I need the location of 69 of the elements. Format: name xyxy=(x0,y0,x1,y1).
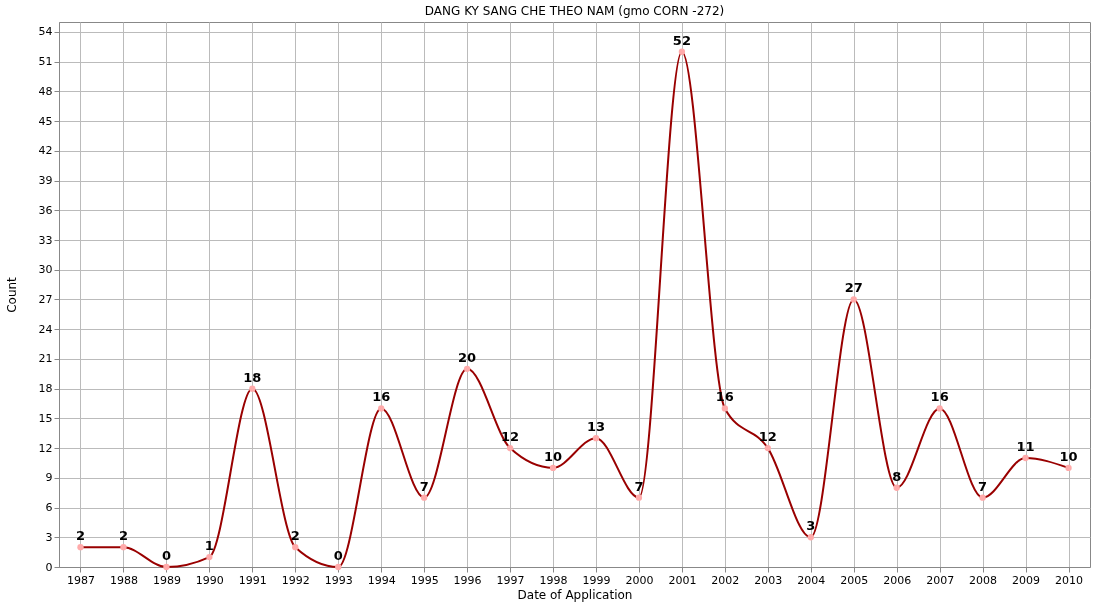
data-label: 8 xyxy=(892,468,902,484)
y-tick-label: 36 xyxy=(38,203,53,217)
x-tick-label: 1995 xyxy=(410,573,439,587)
data-label: 10 xyxy=(543,448,563,464)
data-label: 11 xyxy=(1016,439,1035,454)
data-label: 2 xyxy=(290,528,300,544)
x-axis-title: Date of Application xyxy=(517,587,633,602)
data-label: 1 xyxy=(204,538,214,554)
data-label: 7 xyxy=(978,478,988,494)
y-tick-label: 9 xyxy=(45,471,53,485)
x-tick-label: 2006 xyxy=(883,573,912,587)
y-tick-label: 27 xyxy=(38,292,53,306)
x-tick-label: 1999 xyxy=(582,573,611,587)
x-tick-label: 2010 xyxy=(1055,573,1084,587)
data-label: 16 xyxy=(372,389,391,405)
data-label: 16 xyxy=(930,389,949,405)
y-tick-label: 18 xyxy=(38,382,53,396)
y-tick-label: 24 xyxy=(38,322,53,336)
y-tick-label: 48 xyxy=(38,84,53,98)
data-label: 13 xyxy=(586,419,606,435)
y-tick-label: 42 xyxy=(38,144,53,158)
y-tick-label: 3 xyxy=(45,530,53,544)
data-label: 2 xyxy=(118,528,128,544)
data-label: 0 xyxy=(161,548,171,563)
x-tick-label: 1993 xyxy=(324,573,353,587)
x-tick-label: 1997 xyxy=(496,573,525,587)
data-label: 0 xyxy=(333,548,343,563)
x-tick-label: 1996 xyxy=(453,573,482,587)
x-tick-label: 2008 xyxy=(969,573,998,587)
x-tick-label: 1992 xyxy=(281,573,310,587)
data-label: 27 xyxy=(844,280,863,296)
data-label: 12 xyxy=(501,429,520,445)
x-tick-label: 1989 xyxy=(152,573,181,587)
x-tick-label: 2007 xyxy=(926,573,955,587)
x-tick-label: 1987 xyxy=(66,573,95,587)
data-label: 10 xyxy=(1059,448,1078,464)
data-label: 3 xyxy=(806,518,816,534)
y-tick-label: 39 xyxy=(38,174,53,188)
y-tick-label: 12 xyxy=(38,441,53,455)
y-tick-label: 33 xyxy=(38,233,53,247)
x-tick-label: 1994 xyxy=(367,573,396,587)
x-tick-label: 1990 xyxy=(195,573,224,587)
y-tick-label: 0 xyxy=(45,560,53,574)
x-tick-label: 1988 xyxy=(109,573,138,587)
x-tick-label: 2001 xyxy=(668,573,697,587)
data-label: 52 xyxy=(672,32,691,48)
data-label: 2 xyxy=(75,528,85,544)
x-tick-label: 2000 xyxy=(625,573,654,587)
y-tick-label: 30 xyxy=(38,263,53,277)
data-label: 18 xyxy=(243,369,262,385)
y-axis-title: Count xyxy=(4,276,19,313)
y-tick-label: 15 xyxy=(38,411,53,425)
y-tick-label: 54 xyxy=(38,25,53,39)
data-label: 12 xyxy=(758,429,777,445)
x-tick-label: 2002 xyxy=(711,573,740,587)
y-tick-label: 45 xyxy=(38,114,53,128)
y-tick-label: 21 xyxy=(38,352,53,366)
x-tick-label: 1998 xyxy=(539,573,568,587)
data-label: 7 xyxy=(634,478,644,494)
x-tick-label: 2005 xyxy=(840,573,869,587)
y-tick-label: 51 xyxy=(38,55,53,69)
y-tick-label: 6 xyxy=(45,501,53,515)
x-tick-label: 2009 xyxy=(1012,573,1041,587)
data-label: 7 xyxy=(419,478,429,494)
x-tick-label: 1991 xyxy=(238,573,267,587)
chart-title: DANG KY SANG CHE THEO NAM (gmo CORN -272) xyxy=(424,4,725,18)
x-tick-label: 2004 xyxy=(797,573,826,587)
data-label: 20 xyxy=(458,349,477,365)
x-tick-label: 2003 xyxy=(754,573,783,587)
